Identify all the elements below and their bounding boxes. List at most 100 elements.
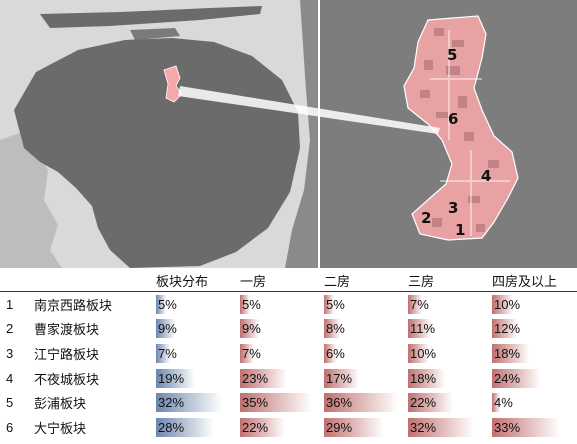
district-share-cell: 5% (156, 292, 240, 317)
row-index: 5 (6, 395, 14, 411)
district-share-bar: 5% (156, 294, 234, 314)
district-share-bar-fill (156, 319, 175, 339)
three-room-share-value: 22% (410, 395, 437, 411)
one-room-share-value: 5% (242, 296, 261, 312)
zoom-district-texture (420, 28, 499, 232)
two-room-share-bar: 8% (324, 319, 402, 339)
three-room-share-bar: 7% (408, 294, 486, 314)
district-share-bar-fill (156, 417, 214, 437)
four-plus-room-share-bar-fill (492, 368, 541, 388)
table-header-row: 板块分布 一房 二房 三房 四房及以上 (0, 269, 577, 292)
one-room-share-value: 23% (242, 370, 269, 386)
one-room-share-bar-fill (240, 294, 250, 314)
district-name: 南京西路板块 (34, 297, 113, 313)
zoom-district-outline (403, 15, 519, 241)
district-share-value: 28% (158, 419, 185, 435)
three-room-share-bar: 11% (408, 319, 486, 339)
four-plus-room-share-value: 24% (494, 370, 521, 386)
two-room-share-bar: 29% (324, 417, 402, 437)
one-room-share-bar: 9% (240, 319, 318, 339)
header-district-dist: 板块分布 (156, 269, 240, 292)
two-room-share-bar-fill (324, 393, 398, 413)
three-room-share-cell: 11% (408, 317, 492, 342)
header-two-room: 二房 (324, 269, 408, 292)
header-spacer (34, 269, 156, 292)
four-plus-room-share-bar: 18% (492, 343, 571, 363)
district-share-cell: 9% (156, 317, 240, 342)
two-room-share-value: 5% (326, 296, 345, 312)
four-plus-room-share-cell: 10% (492, 292, 577, 317)
map-panel: 5 6 4 3 2 1 (0, 0, 577, 268)
one-room-share-bar: 22% (240, 417, 318, 437)
district-label-3: 3 (448, 199, 458, 217)
district-share-value: 5% (158, 296, 177, 312)
four-plus-room-share-value: 10% (494, 296, 521, 312)
three-room-share-value: 7% (410, 296, 429, 312)
four-plus-room-share-cell: 24% (492, 366, 577, 391)
one-room-share-cell: 22% (240, 415, 324, 440)
two-room-share-bar: 6% (324, 343, 402, 363)
three-room-share-cell: 7% (408, 292, 492, 317)
district-name: 曹家渡板块 (34, 322, 100, 338)
three-room-share-bar: 32% (408, 417, 486, 437)
two-room-share-cell: 29% (324, 415, 408, 440)
four-plus-room-share-bar-fill (492, 343, 529, 363)
district-label-2: 2 (421, 209, 431, 227)
four-plus-room-share-bar-fill (492, 393, 500, 413)
two-room-share-value: 36% (326, 395, 353, 411)
district-share-bar-fill (156, 343, 170, 363)
district-name: 江宁路板块 (34, 346, 100, 362)
two-room-share-bar: 36% (324, 393, 402, 413)
three-room-share-bar: 18% (408, 368, 486, 388)
two-room-share-value: 17% (326, 370, 353, 386)
table-row: 1 南京西路板块 5% 5% 5% 7% 10% (0, 292, 577, 317)
two-room-share-bar-fill (324, 319, 340, 339)
district-label-1: 1 (455, 221, 465, 239)
one-room-share-cell: 5% (240, 292, 324, 317)
two-room-share-cell: 6% (324, 341, 408, 366)
one-room-share-bar-fill (240, 319, 259, 339)
two-room-share-bar: 17% (324, 368, 402, 388)
connector-beam (178, 86, 440, 134)
land-east-strip (285, 0, 318, 268)
three-room-share-cell: 10% (408, 341, 492, 366)
two-room-share-cell: 5% (324, 292, 408, 317)
four-plus-room-share-bar: 24% (492, 368, 571, 388)
three-room-share-bar-fill (408, 417, 474, 437)
row-index: 3 (6, 345, 14, 361)
three-room-share-bar: 10% (408, 343, 486, 363)
district-distribution-table: 板块分布 一房 二房 三房 四房及以上 1 南京西路板块 5% 5% 5% 7% 10% 2 曹… (0, 269, 577, 440)
one-room-share-bar: 35% (240, 393, 318, 413)
district-share-cell: 7% (156, 341, 240, 366)
row-index: 1 (6, 296, 14, 312)
three-room-share-value: 11% (410, 321, 436, 337)
four-plus-room-share-bar: 4% (492, 393, 571, 413)
three-room-share-bar-fill (408, 368, 445, 388)
district-name: 大宁板块 (34, 420, 87, 436)
zoom-map: 5 6 4 3 2 1 (320, 0, 577, 268)
island-north (40, 6, 262, 28)
one-room-share-value: 35% (242, 395, 269, 411)
one-room-share-cell: 7% (240, 341, 324, 366)
one-room-share-value: 22% (242, 419, 269, 435)
map-svg: 5 6 4 3 2 1 (0, 0, 577, 268)
three-room-share-value: 32% (410, 419, 437, 435)
row-index: 4 (6, 370, 14, 386)
two-room-share-bar-fill (324, 417, 384, 437)
header-four-plus-room: 四房及以上 (492, 269, 577, 292)
header-index (0, 269, 34, 292)
district-share-bar: 19% (156, 368, 234, 388)
two-room-share-bar: 5% (324, 294, 402, 314)
four-plus-room-share-value: 33% (494, 419, 521, 435)
one-room-share-bar-fill (240, 343, 254, 363)
district-share-value: 19% (158, 370, 185, 386)
three-room-share-bar-fill (408, 294, 422, 314)
four-plus-room-share-value: 12% (494, 321, 521, 337)
district-label-4: 4 (481, 167, 491, 185)
two-room-share-cell: 17% (324, 366, 408, 391)
district-share-bar: 9% (156, 319, 234, 339)
district-share-bar: 28% (156, 417, 234, 437)
district-name: 不夜城板块 (34, 371, 100, 387)
three-room-share-bar-fill (408, 343, 429, 363)
district-share-bar-fill (156, 393, 222, 413)
